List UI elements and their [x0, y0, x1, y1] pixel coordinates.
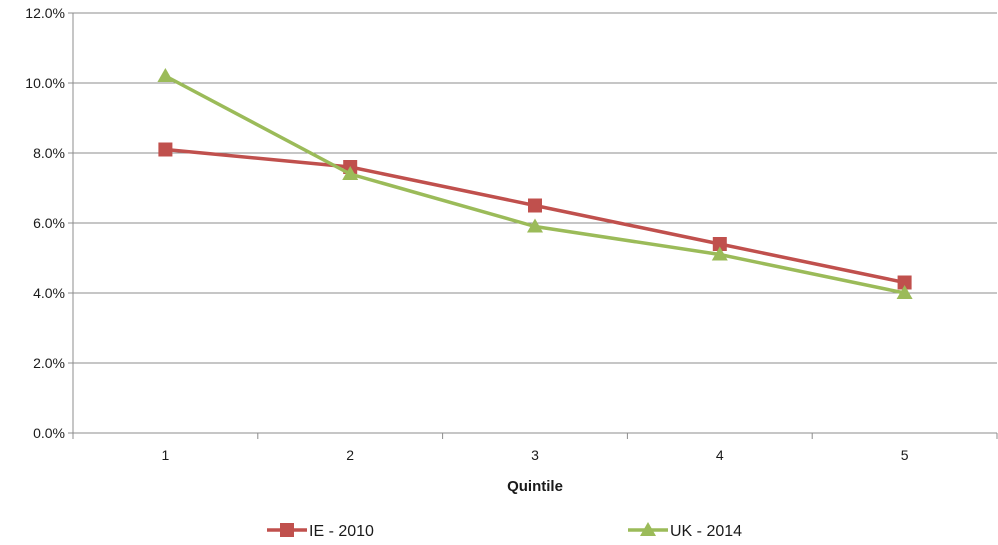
x-tick-label: 1 [162, 447, 170, 463]
y-tick-label: 4.0% [33, 285, 65, 301]
x-tick-label: 2 [346, 447, 354, 463]
y-tick-label: 12.0% [25, 5, 65, 21]
x-tick-label: 4 [716, 447, 724, 463]
x-axis-title: Quintile [507, 478, 563, 495]
data-point-triangle [342, 166, 359, 180]
x-tick-label: 3 [531, 447, 539, 463]
x-tick-labels: 1 2 3 4 5 [162, 447, 909, 463]
gridlines [73, 12, 997, 364]
y-tick-label: 2.0% [33, 355, 65, 371]
legend-label: UK - 2014 [670, 523, 742, 540]
legend: IE - 2010 UK - 2014 [267, 522, 742, 540]
y-tick-label: 0.0% [33, 425, 65, 441]
y-tick-labels: 0.0% 2.0% 4.0% 6.0% 8.0% 10.0% 12.0% [25, 5, 65, 441]
data-point-square [897, 275, 912, 290]
legend-item: IE - 2010 [267, 523, 374, 540]
series-line [165, 147, 905, 285]
series-lines [157, 68, 913, 299]
series-ie-2010 [158, 142, 912, 290]
series-uk-2014 [157, 68, 913, 299]
data-point-triangle [527, 218, 543, 233]
legend-marker [640, 522, 656, 536]
legend-label: IE - 2010 [309, 523, 374, 540]
data-point-triangle [157, 68, 174, 82]
axes [68, 12, 998, 439]
data-point-triangle [896, 285, 913, 299]
y-tick-label: 10.0% [25, 75, 65, 91]
data-point-triangle [711, 246, 728, 261]
legend-item: UK - 2014 [628, 522, 742, 540]
data-point-square [712, 237, 727, 251]
y-tick-label: 6.0% [33, 215, 65, 231]
x-tick-label: 5 [901, 447, 909, 463]
data-point-square [158, 142, 173, 157]
data-point-square [528, 198, 542, 213]
legend-marker [280, 523, 294, 537]
y-tick-label: 8.0% [33, 145, 65, 161]
